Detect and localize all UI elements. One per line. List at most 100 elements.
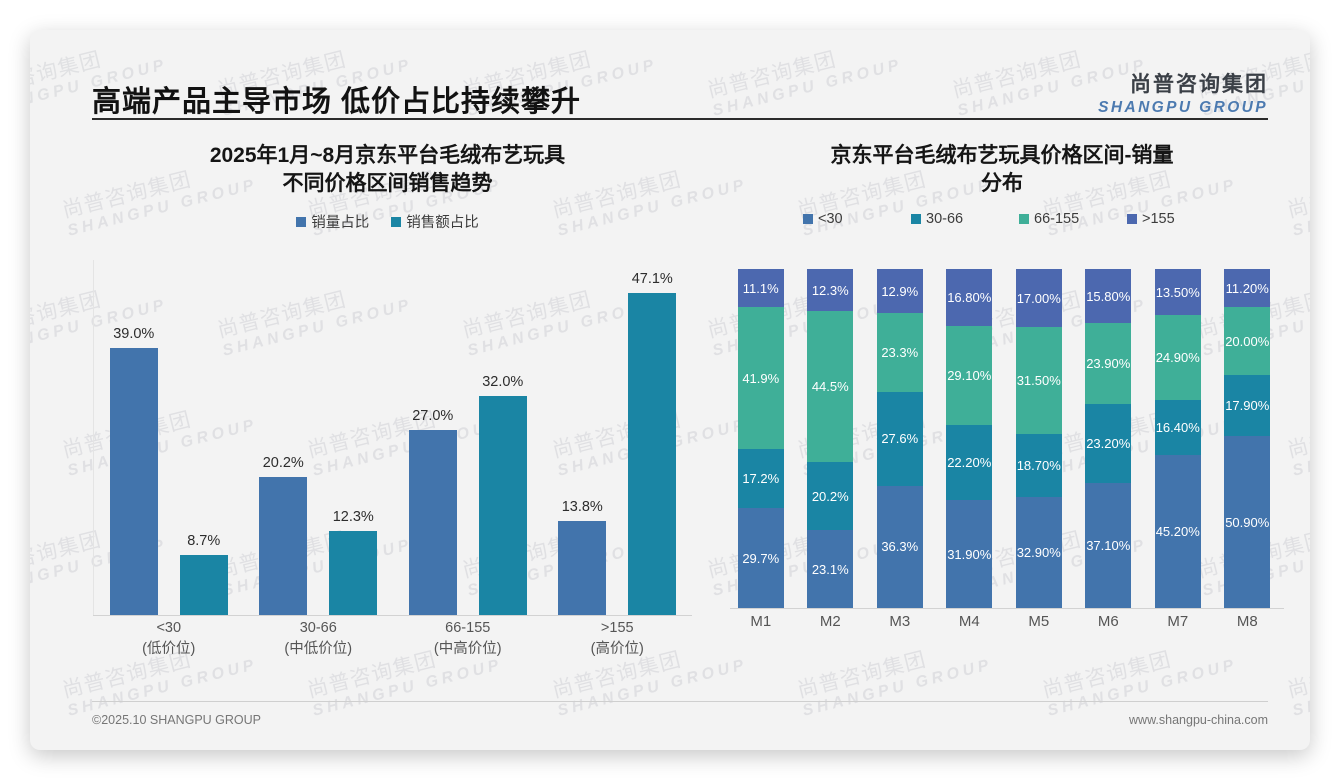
- bar-rect[interactable]: [179, 555, 228, 616]
- stack-segment-label: 22.20%: [947, 455, 992, 471]
- stack-col-M8: 11.20% 20.00% 17.90% 50.90%: [1213, 269, 1283, 609]
- stack-segment-M2-<30[interactable]: 23.1%: [807, 530, 854, 609]
- x-tick-M3: M3: [889, 613, 911, 631]
- stack-segment-M8->155[interactable]: 11.20%: [1224, 269, 1271, 308]
- stack-segment-M1-30-66[interactable]: 17.2%: [737, 449, 784, 508]
- brand-logo: 尚普咨询集团 SHANGPU GROUP: [1098, 68, 1268, 117]
- legend-item-0[interactable]: 销量占比: [296, 211, 369, 232]
- x-tick-sublabel: (中高价位): [433, 641, 502, 658]
- legend-item-1[interactable]: 30-66: [911, 211, 1019, 227]
- stack-segment-label: 17.90%: [1225, 398, 1270, 414]
- bar-30-66-销量占比[interactable]: 20.2%: [259, 455, 308, 616]
- stack-segment-M4-30-66[interactable]: 22.20%: [946, 425, 993, 501]
- legend-item-1[interactable]: 销售额占比: [391, 211, 479, 232]
- chart-right-stacks: 11.1% 41.9% 17.2% 29.7% 12.3% 44.5% 20.2% 23.1%…: [726, 269, 1283, 609]
- legend-item-label: >155: [1142, 211, 1175, 228]
- stack-segment-M2-66-155[interactable]: 44.5%: [807, 311, 854, 462]
- bar-group-66-155: 27.0% 32.0%: [393, 256, 543, 616]
- stack-segment-M6-<30[interactable]: 37.10%: [1085, 482, 1132, 609]
- stack-segment-M5-<30[interactable]: 32.90%: [1015, 497, 1062, 609]
- stack-segment-M6->155[interactable]: 15.80%: [1085, 269, 1132, 323]
- stack-segment-M5->155[interactable]: 17.00%: [1015, 269, 1062, 328]
- stacked-bar-M7[interactable]: 13.50% 24.90% 16.40% 45.20%: [1154, 269, 1201, 609]
- footer-divider: [92, 701, 1268, 702]
- stack-segment-label: 20.2%: [811, 488, 849, 504]
- legend-swatch-icon: [1019, 214, 1029, 225]
- bar->155-销量占比[interactable]: 13.8%: [558, 499, 607, 616]
- stacked-bar-M4[interactable]: 16.80% 29.10% 22.20% 31.90%: [946, 269, 993, 609]
- stack-segment-M4->155[interactable]: 16.80%: [946, 269, 993, 327]
- bar-<30-销售额占比[interactable]: 8.7%: [179, 533, 228, 616]
- stack-segment-M7-30-66[interactable]: 16.40%: [1154, 399, 1201, 456]
- stack-segment-label: 20.00%: [1225, 333, 1270, 349]
- stack-segment-label: 23.90%: [1086, 356, 1131, 371]
- stack-segment-label: 31.50%: [1016, 372, 1061, 388]
- stack-segment-M6-66-155[interactable]: 23.90%: [1085, 323, 1132, 405]
- stack-segment-M6-30-66[interactable]: 23.20%: [1085, 404, 1132, 483]
- chart-left-title-line2: 不同价格区间销售趋势: [282, 171, 493, 195]
- bar-value-label: 20.2%: [262, 455, 304, 472]
- brand-logo-en: SHANGPU GROUP: [1098, 99, 1268, 116]
- stacked-bar-M6[interactable]: 15.80% 23.90% 23.20% 37.10%: [1085, 269, 1132, 609]
- stack-segment-M2->155[interactable]: 12.3%: [807, 269, 854, 312]
- stack-segment-M8-<30[interactable]: 50.90%: [1224, 435, 1271, 609]
- stack-segment-M3-66-155[interactable]: 23.3%: [876, 313, 923, 393]
- stacked-bar-M3[interactable]: 12.9% 23.3% 27.6% 36.3%: [876, 269, 923, 609]
- x-tick-M5: M5: [1028, 613, 1050, 631]
- stack-segment-M5-66-155[interactable]: 31.50%: [1015, 327, 1062, 434]
- bar-rect[interactable]: [329, 531, 378, 616]
- stack-segment-label: 23.3%: [881, 345, 919, 361]
- stack-segment-M8-66-155[interactable]: 20.00%: [1224, 307, 1271, 376]
- bar-rect[interactable]: [259, 477, 308, 616]
- stack-segment-label: 23.1%: [811, 561, 849, 577]
- stack-segment-label: 11.20%: [1225, 280, 1269, 296]
- bar-rect[interactable]: [478, 396, 527, 616]
- bar-rect[interactable]: [109, 348, 158, 616]
- stack-segment-M1-66-155[interactable]: 41.9%: [737, 307, 784, 450]
- legend-item-3[interactable]: >155: [1127, 211, 1235, 227]
- stacked-bar-M8[interactable]: 11.20% 20.00% 17.90% 50.90%: [1224, 269, 1271, 609]
- stack-segment-M1-<30[interactable]: 29.7%: [737, 507, 784, 609]
- x-tick-30-66: 30-66 (中低价位): [244, 618, 394, 659]
- legend-item-label: 销量占比: [311, 215, 370, 232]
- charts-container: 2025年1月~8月京东平台毛绒布艺玩具 不同价格区间销售趋势 销量占比 销售额占…: [30, 126, 1310, 706]
- stack-segment-M8-30-66[interactable]: 17.90%: [1224, 375, 1271, 436]
- stack-segment-label: 13.50%: [1155, 284, 1200, 300]
- bar-<30-销量占比[interactable]: 39.0%: [109, 326, 158, 616]
- bar-rect[interactable]: [558, 521, 607, 616]
- stack-segment-M7-<30[interactable]: 45.20%: [1154, 455, 1201, 609]
- legend-item-0[interactable]: <30: [803, 211, 911, 227]
- stack-segment-label: 17.2%: [742, 470, 780, 486]
- chart-left-title: 2025年1月~8月京东平台毛绒布艺玩具 不同价格区间销售趋势: [75, 126, 700, 197]
- stacked-bar-M2[interactable]: 12.3% 44.5% 20.2% 23.1%: [807, 269, 854, 609]
- bar->155-销售额占比[interactable]: 47.1%: [628, 271, 677, 616]
- bar-66-155-销量占比[interactable]: 27.0%: [408, 408, 457, 616]
- bar-rect[interactable]: [628, 293, 677, 616]
- x-tick-M1: M1: [750, 613, 772, 631]
- bar-group->155: 13.8% 47.1%: [543, 256, 693, 616]
- stack-segment-label: 18.70%: [1016, 457, 1061, 473]
- bar-group-<30: 39.0% 8.7%: [94, 256, 244, 616]
- chart-right-title-line1: 京东平台毛绒布艺玩具价格区间-销量: [830, 144, 1174, 167]
- stack-segment-label: 15.80%: [1086, 288, 1131, 304]
- bar-66-155-销售额占比[interactable]: 32.0%: [478, 374, 527, 616]
- stack-segment-M3-<30[interactable]: 36.3%: [876, 485, 923, 609]
- stack-segment-M3->155[interactable]: 12.9%: [876, 269, 923, 314]
- stack-segment-M3-30-66[interactable]: 27.6%: [876, 392, 923, 486]
- stacked-bar-M1[interactable]: 11.1% 41.9% 17.2% 29.7%: [737, 269, 784, 609]
- brand-logo-cn: 尚普咨询集团: [1130, 73, 1268, 96]
- chart-right-x-labels: M1 M2 M3 M4 M5 M6 M7 M8: [726, 613, 1282, 630]
- stack-segment-M7-66-155[interactable]: 24.90%: [1154, 315, 1201, 400]
- legend-item-2[interactable]: 66-155: [1019, 211, 1127, 227]
- stack-segment-M4-66-155[interactable]: 29.10%: [946, 326, 993, 426]
- stack-segment-M7->155[interactable]: 13.50%: [1154, 269, 1201, 316]
- chart-right-title-line2: 分布: [981, 171, 1023, 195]
- stack-segment-M4-<30[interactable]: 31.90%: [946, 500, 993, 609]
- stacked-bar-M5[interactable]: 17.00% 31.50% 18.70% 32.90%: [1015, 269, 1062, 609]
- stack-segment-M1->155[interactable]: 11.1%: [737, 269, 784, 308]
- stack-segment-M5-30-66[interactable]: 18.70%: [1015, 433, 1062, 498]
- bar-rect[interactable]: [408, 430, 457, 616]
- footer-website[interactable]: www.shangpu-china.com: [1129, 713, 1268, 727]
- stack-segment-M2-30-66[interactable]: 20.2%: [807, 461, 854, 531]
- bar-30-66-销售额占比[interactable]: 12.3%: [329, 509, 378, 616]
